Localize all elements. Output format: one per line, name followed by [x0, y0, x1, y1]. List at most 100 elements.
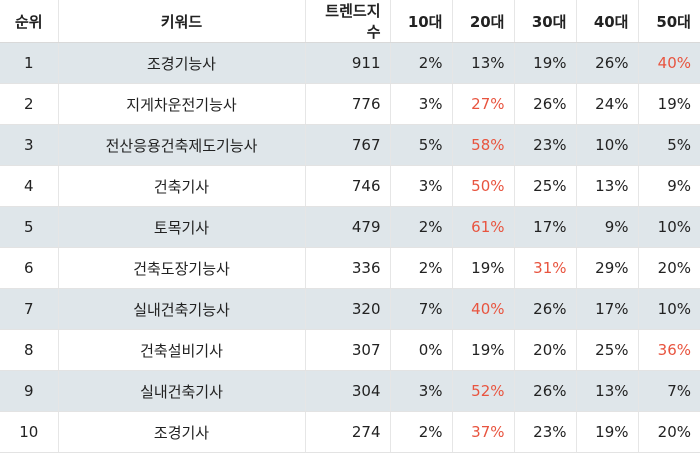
table-row: 8 건축설비기사 307 0% 19% 20% 25% 36%: [0, 329, 700, 371]
table-row: 2 지게차운전기능사 776 3% 27% 26% 24% 19%: [0, 83, 700, 125]
age-40s-cell: 25%: [576, 329, 639, 371]
age-30s-cell: 19%: [514, 42, 577, 84]
age-20s-cell: 37%: [452, 411, 515, 453]
age-10s-cell: 3%: [390, 83, 453, 125]
age-30s-cell: 26%: [514, 83, 577, 125]
age-30s-cell: 20%: [514, 329, 577, 371]
table-row: 4 건축기사 746 3% 50% 25% 13% 9%: [0, 165, 700, 207]
rank-cell: 4: [0, 165, 59, 207]
age-20s-cell: 13%: [452, 42, 515, 84]
age-40s-cell: 13%: [576, 165, 639, 207]
age-30s-cell: 17%: [514, 206, 577, 248]
age-10s-cell: 2%: [390, 247, 453, 289]
age-30s-cell: 25%: [514, 165, 577, 207]
table-row: 7 실내건축기능사 320 7% 40% 26% 17% 10%: [0, 288, 700, 330]
age-30s-cell: 23%: [514, 411, 577, 453]
age-10s-cell: 5%: [390, 124, 453, 166]
keyword-cell: 건축설비기사: [58, 329, 306, 371]
age-20s-cell: 61%: [452, 206, 515, 248]
trend-index-cell: 479: [305, 206, 391, 248]
trend-index-cell: 746: [305, 165, 391, 207]
age-40s-cell: 24%: [576, 83, 639, 125]
trend-index-cell: 307: [305, 329, 391, 371]
age-10s-header: 10대: [390, 0, 453, 43]
age-30s-cell: 26%: [514, 288, 577, 330]
age-20s-cell: 19%: [452, 247, 515, 289]
trend-index-cell: 304: [305, 370, 391, 412]
trend-index-cell: 274: [305, 411, 391, 453]
age-50s-cell: 36%: [638, 329, 700, 371]
keyword-cell: 전산응용건축제도기능사: [58, 124, 306, 166]
age-50s-cell: 19%: [638, 83, 700, 125]
rank-cell: 6: [0, 247, 59, 289]
rank-header: 순위: [0, 0, 59, 43]
age-20s-cell: 58%: [452, 124, 515, 166]
table-row: 1 조경기능사 911 2% 13% 19% 26% 40%: [0, 42, 700, 84]
age-20s-cell: 40%: [452, 288, 515, 330]
keyword-cell: 조경기능사: [58, 42, 306, 84]
rank-cell: 8: [0, 329, 59, 371]
rank-cell: 1: [0, 42, 59, 84]
age-50s-cell: 5%: [638, 124, 700, 166]
age-20s-cell: 52%: [452, 370, 515, 412]
table-row: 5 토목기사 479 2% 61% 17% 9% 10%: [0, 206, 700, 248]
keyword-cell: 실내건축기사: [58, 370, 306, 412]
table-row: 10 조경기사 274 2% 37% 23% 19% 20%: [0, 411, 700, 453]
keyword-cell: 조경기사: [58, 411, 306, 453]
table-row: 6 건축도장기능사 336 2% 19% 31% 29% 20%: [0, 247, 700, 289]
keyword-cell: 지게차운전기능사: [58, 83, 306, 125]
age-40s-cell: 13%: [576, 370, 639, 412]
age-30s-cell: 26%: [514, 370, 577, 412]
keyword-cell: 건축도장기능사: [58, 247, 306, 289]
age-50s-cell: 20%: [638, 411, 700, 453]
keyword-header: 키워드: [58, 0, 306, 43]
table-row: 3 전산응용건축제도기능사 767 5% 58% 23% 10% 5%: [0, 124, 700, 166]
age-10s-cell: 7%: [390, 288, 453, 330]
keyword-cell: 실내건축기능사: [58, 288, 306, 330]
rank-cell: 3: [0, 124, 59, 166]
age-20s-header: 20대: [452, 0, 515, 43]
age-50s-cell: 20%: [638, 247, 700, 289]
trend-index-cell: 336: [305, 247, 391, 289]
keyword-cell: 건축기사: [58, 165, 306, 207]
age-10s-cell: 2%: [390, 206, 453, 248]
age-40s-cell: 10%: [576, 124, 639, 166]
rank-cell: 5: [0, 206, 59, 248]
age-20s-cell: 19%: [452, 329, 515, 371]
trend-index-cell: 776: [305, 83, 391, 125]
age-40s-cell: 9%: [576, 206, 639, 248]
age-50s-cell: 10%: [638, 288, 700, 330]
age-50s-header: 50대: [638, 0, 700, 43]
age-40s-cell: 19%: [576, 411, 639, 453]
rank-cell: 9: [0, 370, 59, 412]
trend-index-cell: 767: [305, 124, 391, 166]
age-40s-cell: 29%: [576, 247, 639, 289]
age-50s-cell: 10%: [638, 206, 700, 248]
age-40s-cell: 26%: [576, 42, 639, 84]
age-30s-cell: 23%: [514, 124, 577, 166]
rank-cell: 7: [0, 288, 59, 330]
age-50s-cell: 7%: [638, 370, 700, 412]
age-50s-cell: 9%: [638, 165, 700, 207]
trend-index-cell: 320: [305, 288, 391, 330]
age-10s-cell: 2%: [390, 42, 453, 84]
age-20s-cell: 50%: [452, 165, 515, 207]
rank-cell: 2: [0, 83, 59, 125]
age-50s-cell: 40%: [638, 42, 700, 84]
age-10s-cell: 3%: [390, 165, 453, 207]
age-20s-cell: 27%: [452, 83, 515, 125]
table-row: 9 실내건축기사 304 3% 52% 26% 13% 7%: [0, 370, 700, 412]
age-10s-cell: 2%: [390, 411, 453, 453]
keyword-cell: 토목기사: [58, 206, 306, 248]
age-30s-header: 30대: [514, 0, 577, 43]
trend-index-cell: 911: [305, 42, 391, 84]
age-30s-cell: 31%: [514, 247, 577, 289]
age-40s-cell: 17%: [576, 288, 639, 330]
age-40s-header: 40대: [576, 0, 639, 43]
rank-cell: 10: [0, 411, 59, 453]
header-row: 순위 키워드 트렌드지수 10대 20대 30대 40대 50대: [0, 0, 700, 43]
trend-index-header: 트렌드지수: [305, 0, 391, 43]
age-10s-cell: 3%: [390, 370, 453, 412]
age-10s-cell: 0%: [390, 329, 453, 371]
